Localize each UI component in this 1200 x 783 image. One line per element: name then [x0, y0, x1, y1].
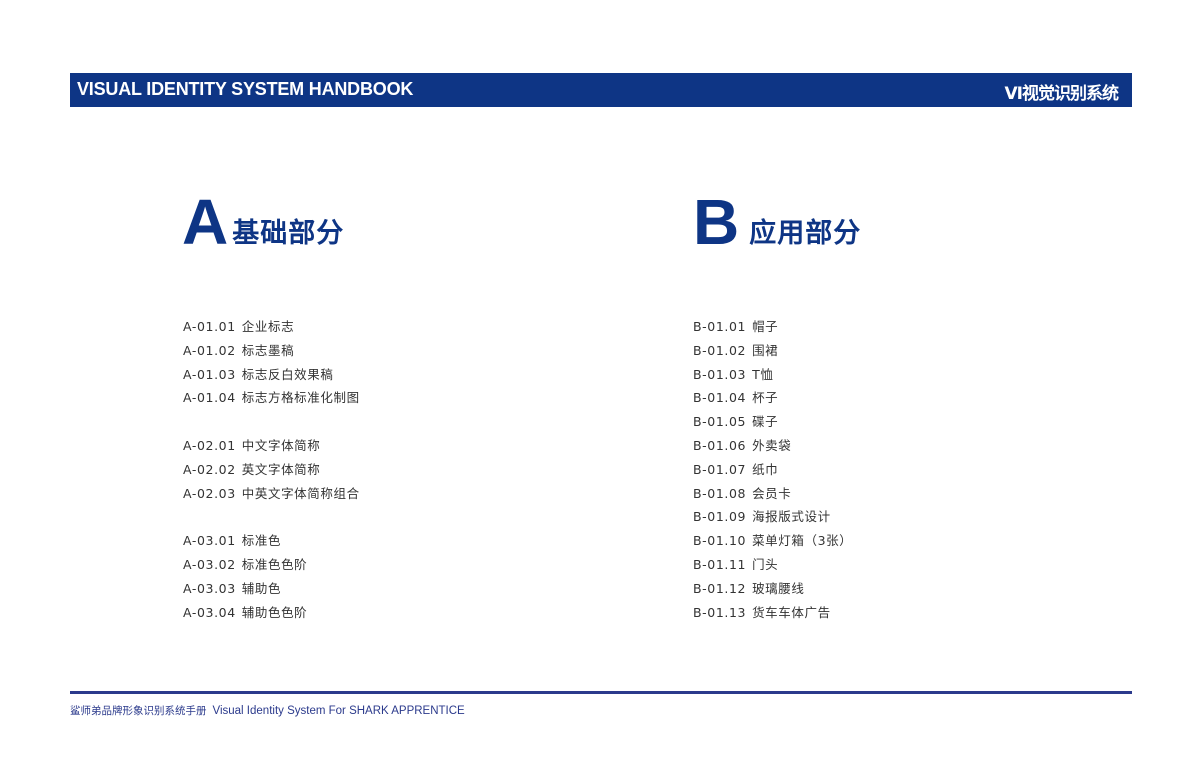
- toc-code: A-01.04: [183, 390, 236, 406]
- footer-rule: [70, 691, 1132, 694]
- toc-item: B-01.03 T恤: [693, 366, 852, 390]
- toc-code: A-03.03: [183, 580, 236, 596]
- footer-cn: 鲨师弟品牌形象识别系统手册: [70, 705, 207, 717]
- toc-code: A-02.01: [183, 437, 236, 453]
- toc-label: 门头: [752, 556, 779, 572]
- toc-code: B-01.05: [693, 414, 747, 430]
- toc-label: 标志方格标准化制图: [241, 390, 360, 406]
- toc-code: B-01.01: [693, 319, 747, 334]
- toc-code: B-01.10: [693, 533, 747, 549]
- toc-item: B-01.11 门头: [693, 556, 852, 580]
- section-b-list: B-01.01 帽子 B-01.02 围裙 B-01.03 T恤 B-01.04 杯子 B-01…: [693, 318, 852, 627]
- toc-code: B-01.13: [693, 604, 747, 620]
- section-b-heading: B 应用部分: [693, 190, 861, 254]
- toc-item: B-01.12 玻璃腰线: [693, 580, 852, 604]
- toc-code: B-01.11: [693, 556, 747, 572]
- toc-label: 碟子: [752, 414, 779, 430]
- toc-code: A-02.02: [183, 461, 236, 477]
- toc-label: T恤: [752, 366, 774, 382]
- toc-label: 辅助色色阶: [241, 604, 308, 620]
- toc-item: A-03.03 辅助色: [183, 580, 360, 604]
- toc-code: A-01.01: [183, 319, 236, 334]
- toc-item: B-01.13 货车车体广告: [693, 604, 852, 628]
- footer: 鲨师弟品牌形象识别系统手册 Visual Identity System For …: [70, 703, 465, 718]
- toc-code: A-03.04: [183, 604, 236, 620]
- toc-code: B-01.04: [693, 390, 747, 406]
- toc-item: A-02.02 英文字体简称: [183, 461, 360, 485]
- toc-label: 标志反白效果稿: [241, 366, 334, 382]
- toc-item: B-01.07 纸巾: [693, 461, 852, 485]
- toc-item: B-01.02 围裙: [693, 342, 852, 366]
- section-b-letter: B: [693, 186, 740, 258]
- section-a-title: 基础部分: [232, 218, 345, 249]
- header-title-en: VISUAL IDENTITY SYSTEM HANDBOOK: [77, 79, 414, 99]
- toc-item: A-01.02 标志墨稿: [183, 342, 360, 366]
- section-b-title: 应用部分: [749, 218, 862, 249]
- toc-item: B-01.08 会员卡: [693, 485, 852, 509]
- toc-label: 中文字体简称: [241, 437, 321, 453]
- header-bar: VISUAL IDENTITY SYSTEM HANDBOOK VI视觉识别系统: [70, 73, 1132, 107]
- toc-item: A-01.01 企业标志: [183, 318, 360, 342]
- header-title-cn: VI视觉识别系统: [1004, 84, 1119, 104]
- toc-code: A-03.02: [183, 556, 236, 572]
- section-a-list: A-01.01 企业标志 A-01.02 标志墨稿 A-01.03 标志反白效果稿 A-01…: [183, 318, 360, 627]
- group-gap: [183, 413, 360, 437]
- toc-code: A-01.02: [183, 342, 236, 358]
- toc-item: A-02.03 中英文字体简称组合: [183, 485, 360, 509]
- toc-code: B-01.03: [693, 366, 747, 382]
- toc-item: A-02.01 中文字体简称: [183, 437, 360, 461]
- toc-item: A-01.03 标志反白效果稿: [183, 366, 360, 390]
- toc-code: A-02.03: [183, 485, 236, 501]
- toc-item: A-03.02 标准色色阶: [183, 556, 360, 580]
- toc-item: B-01.05 碟子: [693, 413, 852, 437]
- toc-label: 货车车体广告: [752, 604, 831, 620]
- toc-item: A-01.04 标志方格标准化制图: [183, 389, 360, 413]
- toc-code: B-01.09: [693, 509, 747, 525]
- toc-label: 外卖袋: [752, 437, 792, 453]
- toc-code: A-01.03: [183, 366, 236, 382]
- footer-en: Visual Identity System For SHARK APPRENT…: [212, 705, 465, 717]
- toc-label: 菜单灯箱（3张）: [752, 533, 853, 549]
- toc-item: A-03.01 标准色: [183, 532, 360, 556]
- toc-item: B-01.01 帽子: [693, 318, 852, 342]
- toc-item: A-03.04 辅助色色阶: [183, 604, 360, 628]
- toc-code: A-03.01: [183, 533, 236, 549]
- toc-label: 标志墨稿: [241, 342, 295, 358]
- toc-label: 企业标志: [241, 319, 295, 334]
- toc-code: B-01.02: [693, 342, 747, 358]
- section-a-heading: A 基础部分: [182, 190, 344, 254]
- group-gap: [183, 508, 360, 532]
- section-a-letter: A: [182, 186, 229, 258]
- toc-label: 标准色色阶: [241, 556, 308, 572]
- toc-item: B-01.10 菜单灯箱（3张）: [693, 532, 852, 556]
- toc-label: 玻璃腰线: [752, 580, 805, 596]
- toc-label: 英文字体简称: [241, 461, 321, 477]
- toc-label: 中英文字体简称组合: [241, 485, 360, 501]
- toc-code: B-01.06: [693, 437, 747, 453]
- toc-label: 辅助色: [241, 580, 282, 596]
- toc-label: 帽子: [752, 319, 779, 334]
- toc-code: B-01.08: [693, 485, 747, 501]
- toc-label: 标准色: [241, 533, 282, 549]
- toc-label: 围裙: [752, 342, 779, 358]
- toc-label: 会员卡: [752, 485, 792, 501]
- toc-item: B-01.09 海报版式设计: [693, 508, 852, 532]
- toc-item: B-01.06 外卖袋: [693, 437, 852, 461]
- toc-code: B-01.07: [693, 461, 747, 477]
- toc-item: B-01.04 杯子: [693, 389, 852, 413]
- toc-code: B-01.12: [693, 580, 747, 596]
- toc-label: 海报版式设计: [752, 509, 831, 525]
- toc-label: 纸巾: [752, 461, 779, 477]
- toc-label: 杯子: [752, 390, 779, 406]
